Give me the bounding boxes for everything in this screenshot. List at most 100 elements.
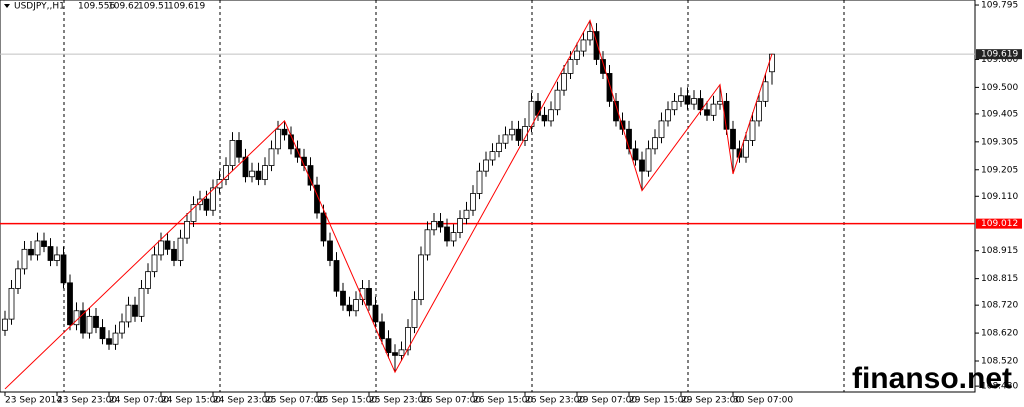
candle-body: [645, 148, 652, 172]
y-tick-label: 108.620: [981, 329, 1018, 339]
candle-body: [730, 128, 736, 150]
candle-body: [54, 254, 60, 261]
level-label-box: [976, 218, 1022, 229]
x-tick-label: 30 Sep 07:00: [733, 396, 793, 406]
candle-body: [229, 140, 236, 166]
candle-body: [671, 100, 678, 111]
candle-body: [515, 128, 522, 141]
candle-body: [138, 288, 145, 317]
candle-body: [450, 232, 457, 242]
candle-body: [424, 229, 431, 256]
candle-body: [184, 221, 190, 239]
candle-body: [561, 73, 567, 91]
x-tick-label: 26 Sep 15:00: [473, 396, 533, 406]
candle-body: [502, 134, 509, 144]
candle-body: [405, 327, 411, 351]
candle-body: [470, 193, 476, 211]
ohlc-open: 109.556: [78, 2, 115, 12]
candle-body: [86, 315, 93, 334]
candle-body: [314, 184, 320, 214]
candle-body: [541, 114, 548, 122]
candle-body: [80, 310, 86, 334]
candle-body: [587, 31, 593, 41]
candle-body: [697, 98, 704, 111]
candle-body: [691, 98, 697, 105]
y-tick-label: 109.500: [981, 83, 1018, 93]
candle-body: [333, 260, 340, 292]
candle-body: [372, 304, 379, 323]
candle-body: [665, 109, 671, 122]
candle-body: [593, 31, 600, 60]
candle-body: [255, 170, 262, 180]
candle-body: [762, 81, 769, 102]
candle-body: [190, 204, 197, 222]
candle-body: [164, 240, 171, 250]
candle-body: [47, 246, 54, 261]
candle-body: [379, 321, 385, 340]
candle-body: [613, 100, 619, 122]
candle-body: [60, 254, 67, 284]
candle-body: [262, 165, 268, 180]
candle-body: [340, 290, 346, 306]
y-tick-label: 109.795: [981, 1, 1018, 11]
candle-body: [236, 140, 242, 158]
candle-body: [119, 321, 125, 334]
x-tick-label: 24 Sep 15:00: [161, 396, 221, 406]
candle-body: [385, 338, 392, 354]
y-tick-label: 108.915: [981, 246, 1018, 256]
candle-body: [457, 218, 463, 233]
candle-body: [359, 288, 366, 300]
x-tick-label: 29 Sep 15:00: [629, 396, 689, 406]
candle-body: [294, 148, 301, 158]
candle-body: [353, 299, 359, 312]
candle-body: [132, 304, 138, 317]
x-tick-label: 23 Sep 2014: [5, 396, 62, 406]
candle-body: [249, 170, 255, 178]
candle-body: [769, 53, 775, 73]
price-label: 109.619: [981, 50, 1018, 60]
candle-body: [125, 304, 132, 323]
candle-body: [463, 209, 470, 220]
candle-body: [112, 332, 119, 345]
candle-body: [509, 128, 515, 136]
candle-body: [398, 349, 405, 356]
candle-body: [743, 140, 749, 158]
candle-body: [2, 318, 8, 331]
x-tick-label: 29 Sep 07:00: [577, 396, 637, 406]
candle-body: [489, 151, 496, 161]
candle-body: [275, 128, 281, 150]
candle-body: [710, 103, 717, 116]
candle-body: [632, 148, 639, 161]
candle-body: [210, 187, 216, 211]
candle-body: [496, 142, 502, 153]
candle-body: [93, 315, 99, 328]
candle-body: [574, 50, 580, 60]
candle-body: [704, 109, 710, 116]
menu-icon: [4, 4, 10, 8]
candle-body: [567, 59, 574, 74]
zigzag: [4, 19, 773, 390]
x-tick-label: 26 Sep 07:00: [421, 396, 481, 406]
y-tick-label: 109.110: [981, 192, 1018, 202]
candle-body: [15, 268, 21, 289]
x-tick-label: 24 Sep 07:00: [109, 396, 169, 406]
candle-body: [21, 248, 28, 270]
x-tick-label: 23 Sep 23:00: [57, 396, 117, 406]
candle-body: [554, 89, 561, 111]
y-tick-label: 108.720: [981, 301, 1018, 311]
x-tick-label: 25 Sep 07:00: [265, 396, 325, 406]
candle-body: [34, 240, 41, 256]
candle-body: [327, 240, 333, 261]
candle-body: [320, 212, 327, 242]
x-tick-label: 29 Sep 23:00: [681, 396, 741, 406]
candle-body: [717, 100, 723, 105]
candle-body: [431, 221, 437, 231]
candle-body: [684, 95, 691, 105]
candle-body: [418, 254, 424, 300]
candle-body: [600, 59, 606, 74]
candle-body: [580, 39, 587, 52]
candle-body: [268, 148, 275, 166]
candle-body: [242, 156, 249, 178]
candle-body: [203, 198, 210, 211]
plot-frame: [0, 0, 976, 393]
